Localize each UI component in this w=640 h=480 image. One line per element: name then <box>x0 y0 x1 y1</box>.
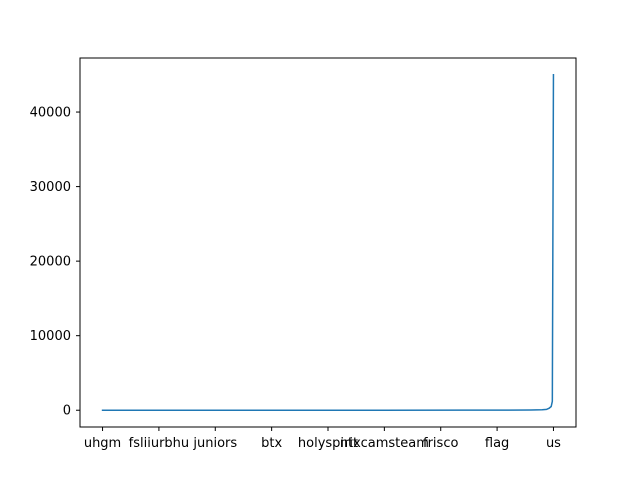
x-tick-label: ntxcamsteam <box>340 436 429 451</box>
y-tick-label: 20000 <box>30 255 71 270</box>
plot-area <box>80 58 576 427</box>
y-tick-label: 10000 <box>30 329 71 344</box>
x-tick-label: juniors <box>192 436 237 451</box>
plot-frame <box>79 57 577 428</box>
x-tick-label: fsliiurbhu <box>129 436 190 451</box>
x-tick-label: btx <box>261 436 282 451</box>
x-tick-label: frisco <box>423 436 458 451</box>
y-tick-label: 40000 <box>30 106 71 121</box>
y-axis: 0 10000 20000 30000 40000 <box>30 106 80 419</box>
x-tick-label: holyspirit <box>298 436 358 451</box>
y-tick-label: 0 <box>63 404 71 419</box>
x-axis: uhgm fsliiurbhu juniors btx holyspiritntxcam… <box>84 427 561 451</box>
y-tick-label: 30000 <box>30 180 71 195</box>
x-tick-label: us <box>546 436 561 451</box>
series-line-0 <box>101 74 555 411</box>
x-tick-label: uhgm <box>84 436 121 451</box>
series-layer <box>101 74 555 411</box>
x-tick-label: flag <box>485 436 509 451</box>
